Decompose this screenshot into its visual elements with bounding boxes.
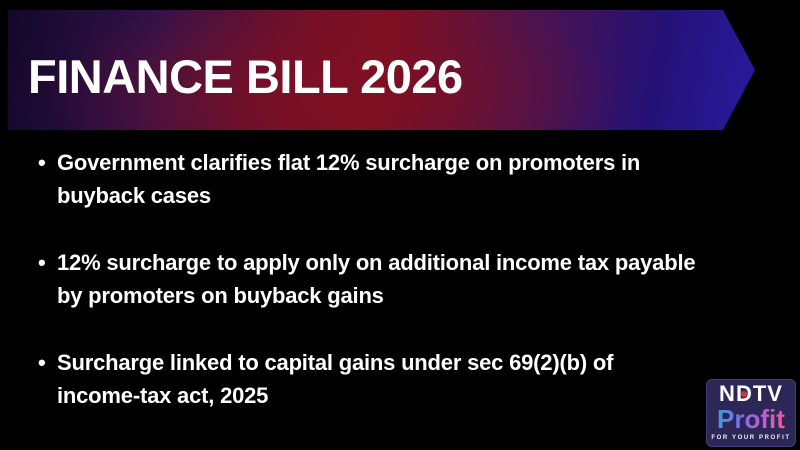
bullet-icon: • — [38, 150, 46, 175]
bullet-line: income-tax act, 2025 — [57, 383, 269, 408]
ndtv-letters-tv: TV — [752, 381, 783, 406]
bullet-item: • Government clarifies flat 12% surcharg… — [38, 146, 754, 212]
bullet-text: 12% surcharge to apply only on additiona… — [57, 246, 696, 312]
ndtv-letter-d: D — [736, 383, 753, 405]
bullet-text: Government clarifies flat 12% surcharge … — [57, 146, 640, 212]
logo-tagline: FOR YOUR PROFIT — [711, 435, 791, 441]
bullet-line: 12% surcharge to apply only on additiona… — [57, 250, 696, 275]
ndtv-red-dot-icon — [740, 391, 747, 397]
bullet-line: by promoters on buyback gains — [57, 283, 384, 308]
ndtv-profit-logo: NDTV Profit FOR YOUR PROFIT — [706, 379, 796, 447]
ndtv-letter-n: N — [719, 381, 736, 406]
header-banner: FINANCE BILL 2026 — [8, 10, 755, 130]
bullet-item: • 12% surcharge to apply only on additio… — [38, 246, 754, 312]
bullet-line: Surcharge linked to capital gains under … — [57, 350, 614, 375]
bullet-line: buyback cases — [57, 183, 211, 208]
bullet-line: Government clarifies flat 12% surcharge … — [57, 150, 641, 175]
profit-wordmark: Profit — [717, 404, 785, 434]
bullet-item: • Surcharge linked to capital gains unde… — [38, 346, 754, 412]
ndtv-wordmark: NDTV — [719, 383, 783, 405]
bullet-icon: • — [38, 350, 46, 375]
bullet-icon: • — [38, 250, 46, 275]
bullet-list: • Government clarifies flat 12% surcharg… — [38, 146, 754, 446]
bullet-text: Surcharge linked to capital gains under … — [57, 346, 613, 412]
page-title: FINANCE BILL 2026 — [28, 49, 463, 103]
